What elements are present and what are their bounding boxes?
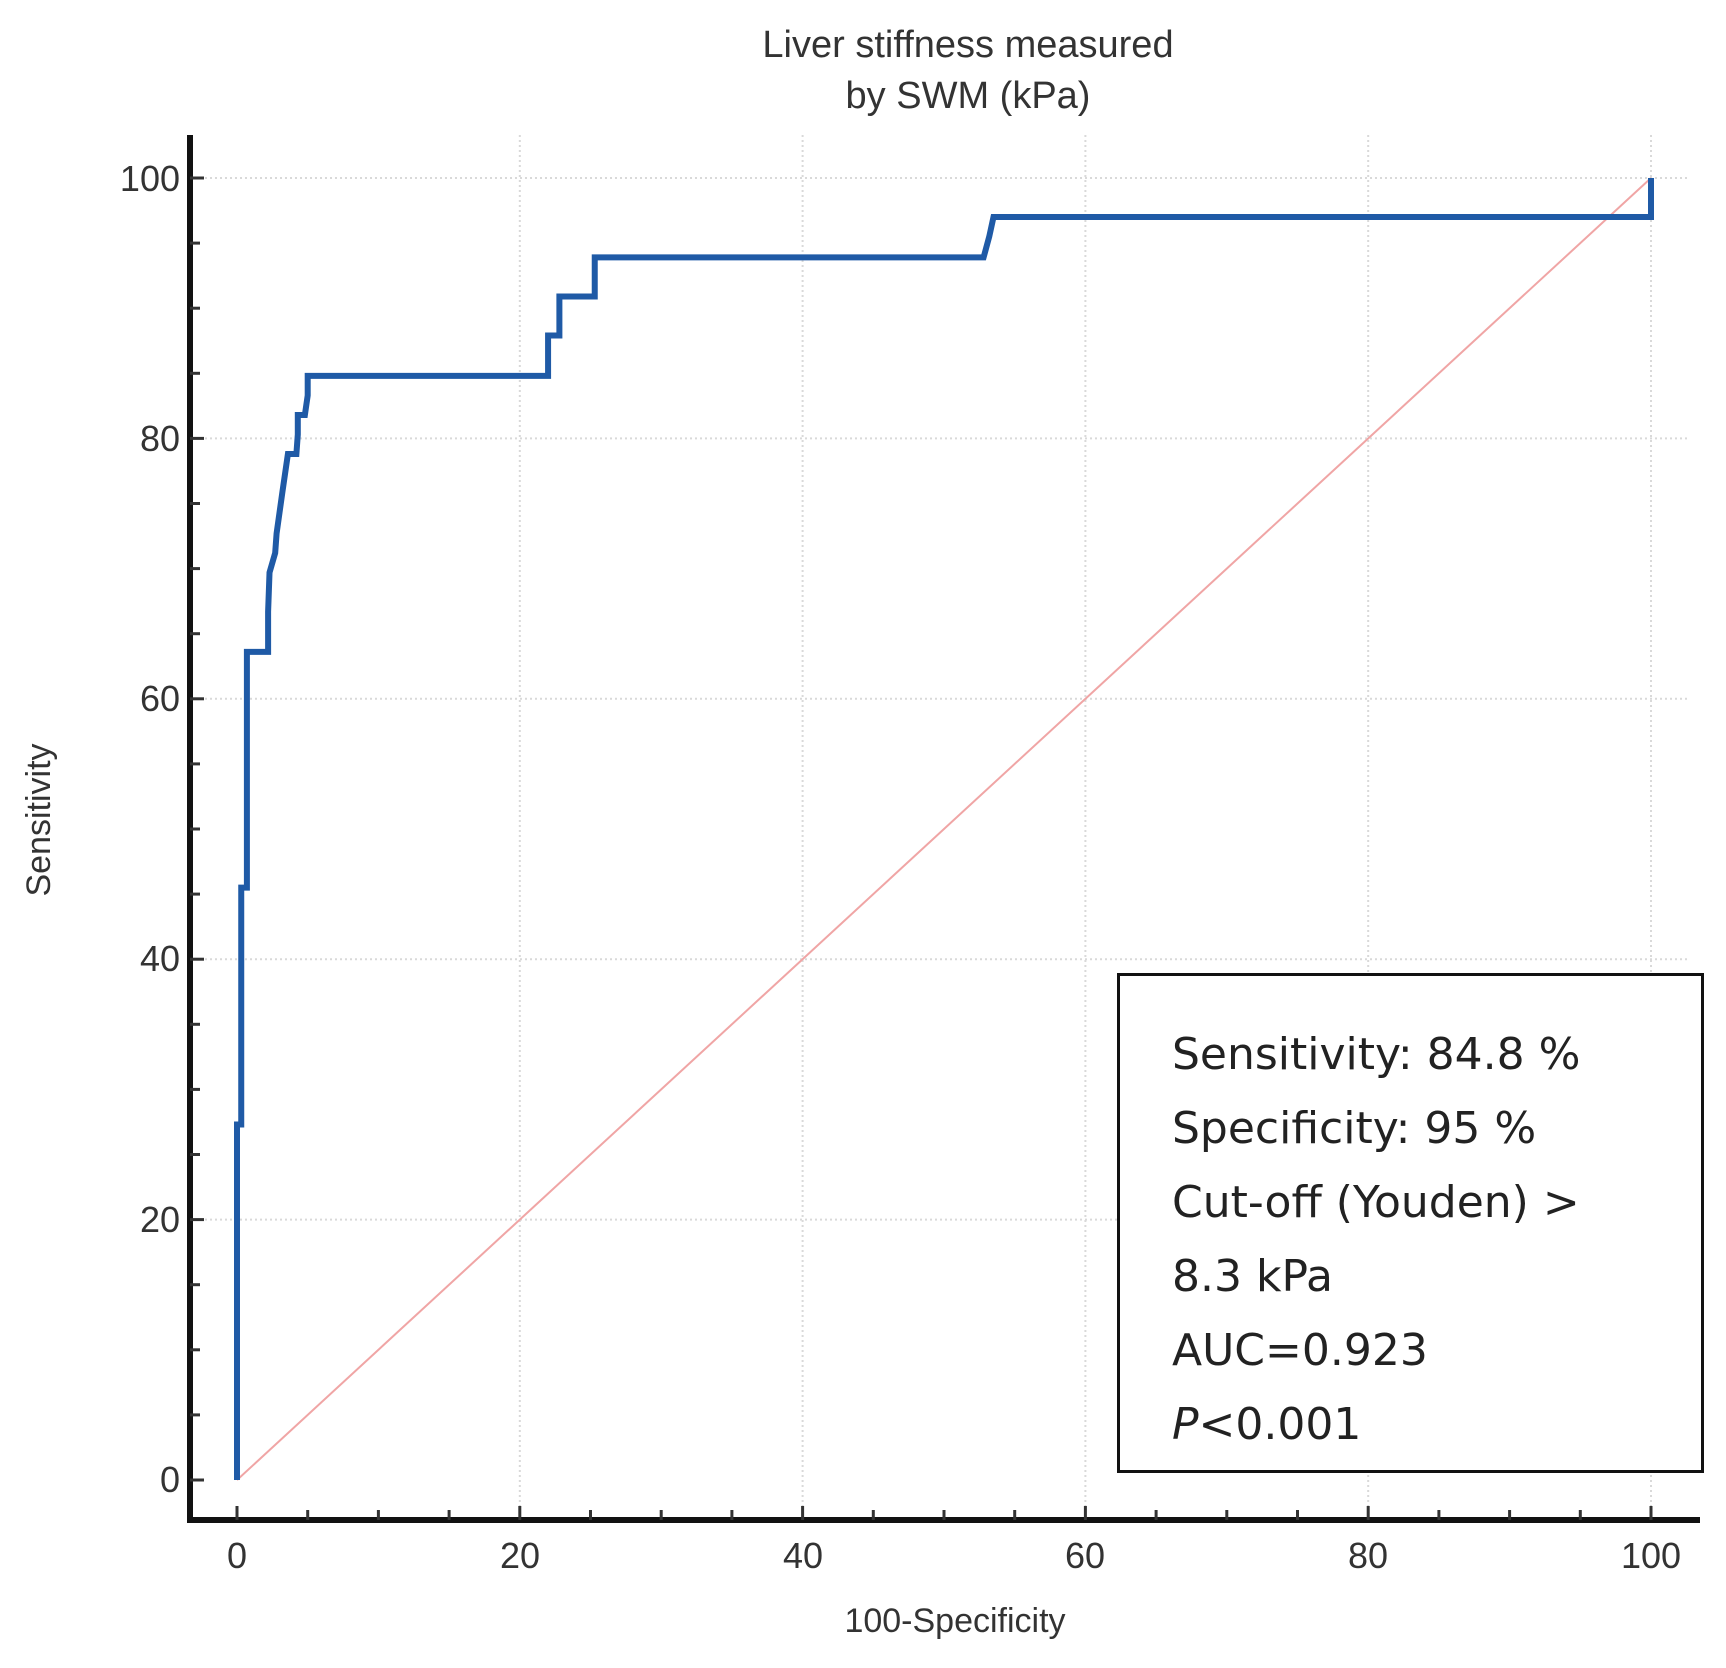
x-tick-label-60: 60 — [1065, 1535, 1105, 1576]
y-tick-label-0: 0 — [160, 1459, 180, 1500]
p-value: <0.001 — [1198, 1399, 1362, 1450]
y-tick-label-60: 60 — [140, 678, 180, 719]
x-tick-label-40: 40 — [783, 1535, 823, 1576]
chart-title-line-2: by SWM (kPa) — [846, 75, 1091, 117]
p-value-stat: P<0.001 — [1172, 1388, 1701, 1462]
auc-stat: AUC=0.923 — [1172, 1325, 1428, 1376]
x-tick-label-100: 100 — [1621, 1535, 1681, 1576]
x-tick-label-0: 0 — [227, 1535, 247, 1576]
cutoff-stat-line-2: 8.3 kPa — [1172, 1251, 1333, 1302]
specificity-stat: Specificity: 95 % — [1172, 1103, 1537, 1154]
x-tick-label-80: 80 — [1348, 1535, 1388, 1576]
y-tick-label-40: 40 — [140, 938, 180, 979]
chart-title-line-1: Liver stiffness measured — [762, 24, 1173, 66]
p-label: P — [1172, 1399, 1199, 1450]
ticks — [190, 176, 1653, 1520]
y-axis-label: Sensitivity — [20, 743, 58, 896]
y-tick-label-100: 100 — [120, 158, 180, 199]
reference-line-group — [236, 177, 1652, 1481]
statistics-box: Sensitivity: 84.8 % Specificity: 95 % Cu… — [1117, 973, 1704, 1473]
roc-curve-line — [234, 178, 1654, 1480]
x-tick-label-20: 20 — [500, 1535, 540, 1576]
roc-curve-group — [234, 178, 1654, 1480]
x-axis-label: 100-Specificity — [844, 1602, 1065, 1640]
sensitivity-stat: Sensitivity: 84.8 % — [1172, 1029, 1581, 1080]
cutoff-stat-line-1: Cut-off (Youden) > — [1172, 1177, 1580, 1228]
y-tick-label-80: 80 — [140, 418, 180, 459]
y-tick-label-20: 20 — [140, 1199, 180, 1240]
reference-diagonal-line — [236, 177, 1652, 1481]
